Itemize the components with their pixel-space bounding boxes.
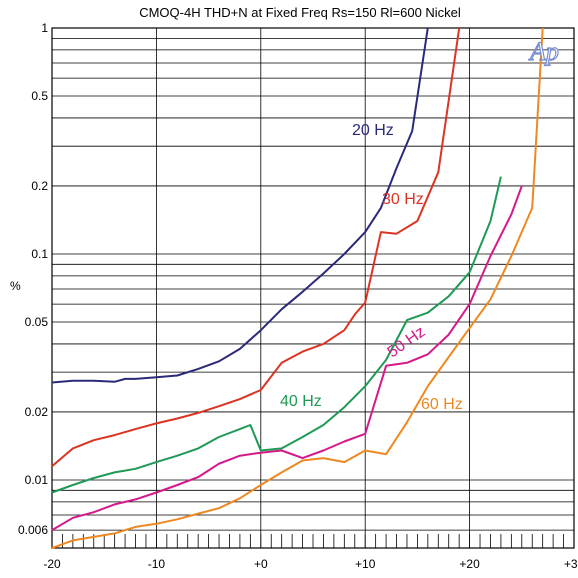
y-tick-label: 1 (41, 21, 48, 35)
series-line-60hz (51, 27, 544, 549)
ap-logo: Ap (528, 37, 559, 66)
y-tick-label: 0.006 (18, 523, 48, 537)
series-lines (51, 27, 544, 549)
y-tick-label: 0.02 (25, 405, 49, 419)
series-line-40hz (51, 176, 502, 494)
y-tick-label: 0.01 (25, 473, 49, 487)
y-tick-label: 0.5 (31, 89, 48, 103)
y-tick-label: 0.05 (25, 315, 49, 329)
series-label-60hz: 60 Hz (421, 396, 463, 413)
series-line-30hz (51, 27, 461, 468)
series-label-20hz: 20 Hz (352, 122, 394, 139)
x-tick-label: +20 (459, 557, 480, 571)
series-line-20hz (51, 27, 429, 384)
x-tick-label: +30 (564, 557, 578, 571)
grid (51, 27, 575, 549)
x-tick-label: -20 (43, 557, 61, 571)
y-tick-label: 0.2 (31, 179, 48, 193)
y-tick-label: 0.1 (31, 247, 48, 261)
series-line-50hz (51, 185, 523, 531)
y-tick-labels: 1 0.5 0.2 0.1 0.05 0.02 0.01 0.006 (18, 21, 48, 537)
series-labels: 20 Hz 30 Hz 40 Hz 50 Hz 60 Hz (280, 122, 463, 413)
series-label-50hz: 50 Hz (385, 323, 429, 361)
series-label-40hz: 40 Hz (280, 393, 322, 410)
series-label-30hz: 30 Hz (382, 191, 424, 208)
x-tick-label: +0 (254, 557, 268, 571)
x-tick-label: -10 (148, 557, 166, 571)
x-tick-labels: -20 -10 +0 +10 +20 +30 (43, 557, 578, 571)
x-tick-label: +10 (355, 557, 376, 571)
y-axis-label: % (10, 279, 21, 293)
chart-title: CMOQ-4H THD+N at Fixed Freq Rs=150 Rl=60… (139, 5, 461, 20)
